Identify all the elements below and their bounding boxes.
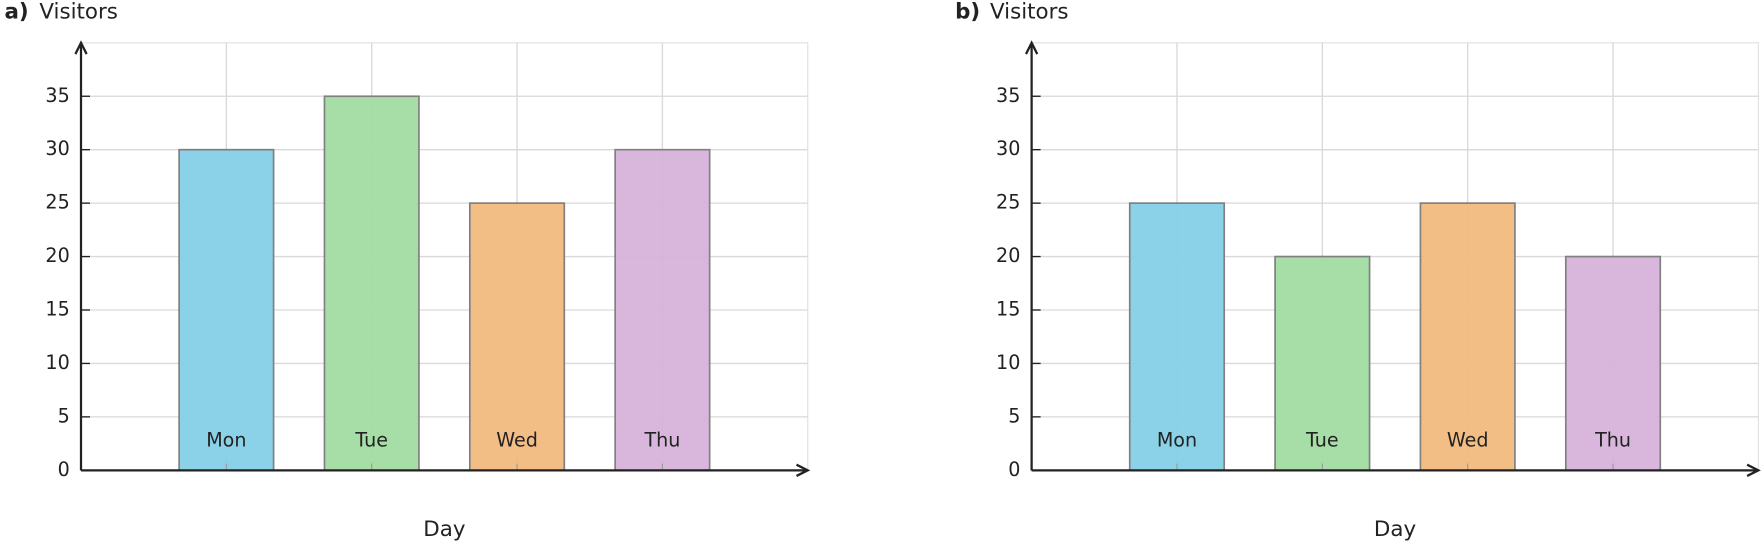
y-tick-label: 15 — [45, 298, 69, 321]
y-tick-label: 20 — [996, 244, 1020, 267]
bar — [178, 148, 275, 472]
bar — [468, 202, 566, 472]
y-tick-label: 35 — [45, 84, 69, 107]
y-tick-label: 0 — [1008, 458, 1020, 481]
category-label: Mon — [206, 429, 246, 452]
y-tick-label: 10 — [45, 351, 69, 374]
y-tick-label: 20 — [45, 244, 69, 267]
y-tick-label: 30 — [45, 137, 69, 160]
y-tick-label: 5 — [58, 404, 70, 427]
chart-title: Visitors — [990, 0, 1069, 24]
bar — [1274, 255, 1371, 472]
y-tick-label: 10 — [996, 351, 1020, 374]
bar — [1564, 255, 1662, 472]
bar — [1419, 202, 1516, 472]
panel-label: a) — [5, 0, 29, 24]
y-axis-arrow — [1024, 40, 1039, 55]
category-label: Wed — [1447, 429, 1489, 452]
x-axis-arrow — [795, 463, 811, 477]
category-label: Thu — [1594, 429, 1631, 452]
chart-panel: b) Visitors Day 0 5 10 15 20 25 30 35 Mon Tue Wed Thu — [955, 0, 1761, 542]
x-axis-label: Day — [423, 517, 465, 542]
category-label: Mon — [1157, 429, 1197, 452]
y-tick-label: 30 — [996, 137, 1020, 160]
y-tick-label: 35 — [996, 84, 1020, 107]
bar — [323, 95, 420, 472]
category-label: Thu — [643, 429, 680, 452]
y-tick-label: 0 — [58, 458, 70, 481]
y-tick-label: 25 — [45, 191, 69, 214]
y-tick-label: 15 — [996, 298, 1020, 321]
x-axis-label: Day — [1374, 517, 1416, 542]
bar — [1128, 202, 1226, 472]
category-label: Tue — [1305, 429, 1339, 452]
y-tick-label: 5 — [1008, 404, 1020, 427]
chart-panel: a) Visitors Day 0 5 10 15 20 25 30 35 Mon Tue Wed Thu — [5, 0, 811, 542]
x-axis-arrow — [1746, 463, 1761, 477]
chart-title: Visitors — [39, 0, 118, 24]
bar — [614, 148, 711, 472]
category-label: Wed — [496, 429, 538, 452]
y-tick-label: 25 — [996, 191, 1020, 214]
panel-label: b) — [955, 0, 980, 24]
category-label: Tue — [354, 429, 388, 452]
y-axis-arrow — [74, 40, 88, 55]
